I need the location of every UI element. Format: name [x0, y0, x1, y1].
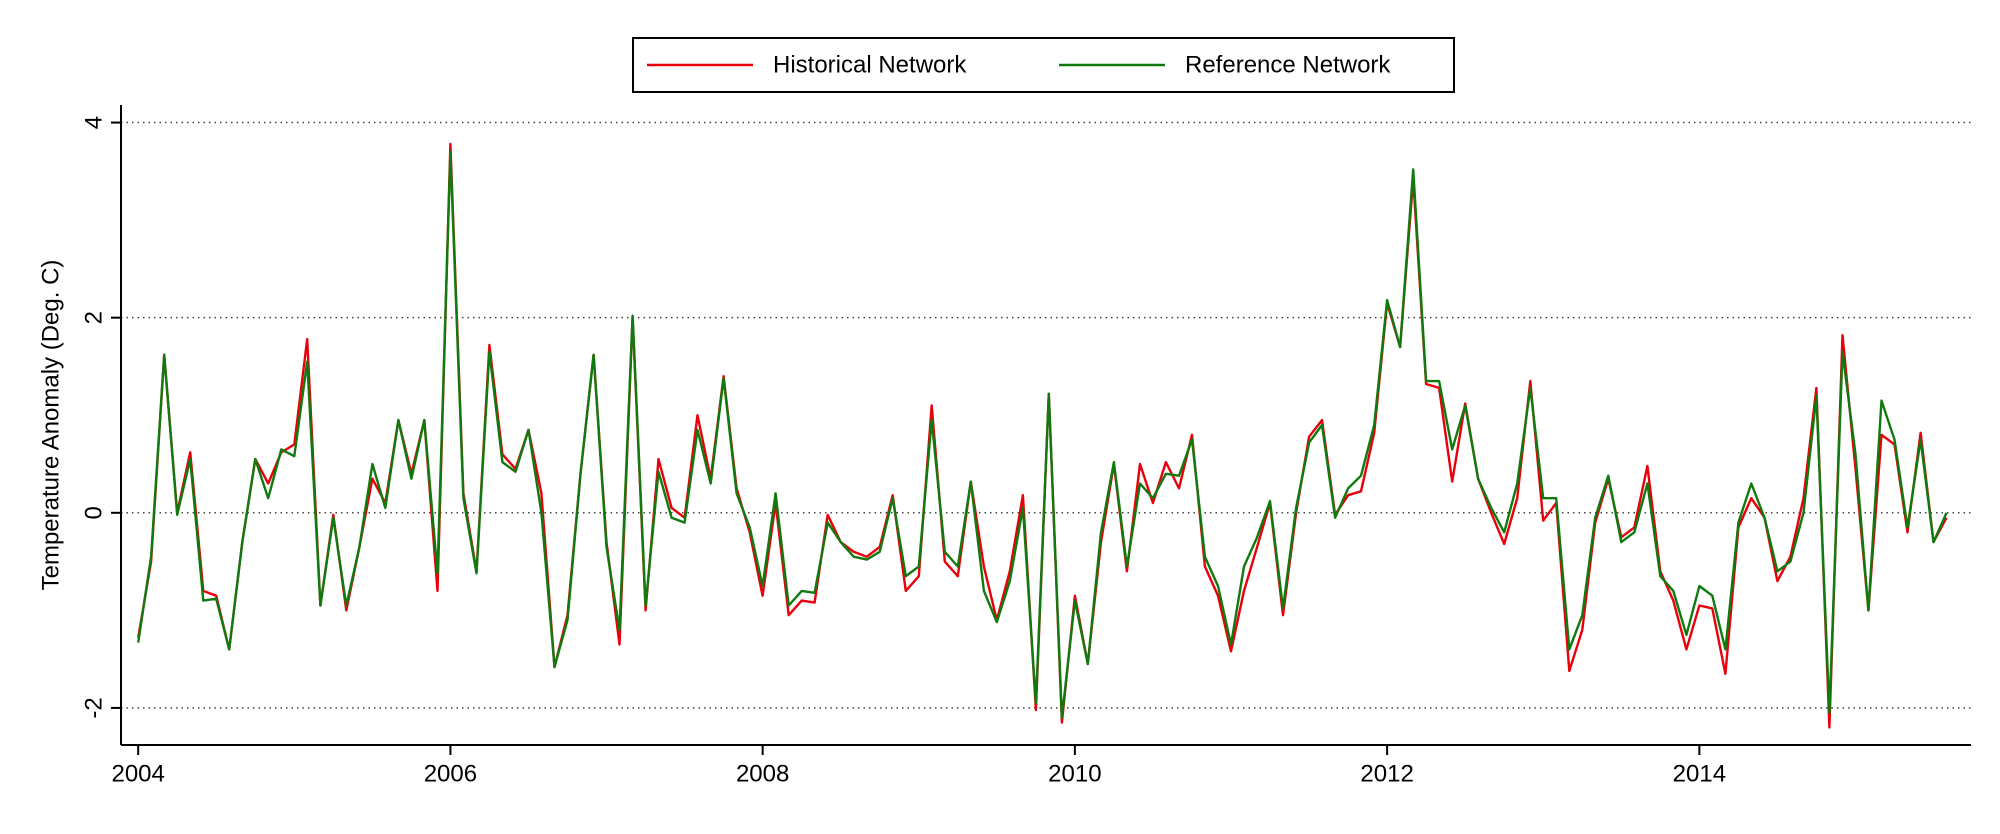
- y-axis-label: Temperature Anomaly (Deg. C): [37, 260, 64, 591]
- x-tick-label: 2012: [1360, 760, 1413, 787]
- x-tick-label: 2008: [736, 760, 789, 787]
- legend-box: [632, 37, 1455, 93]
- legend-label: Historical Network: [773, 51, 967, 78]
- line-series: [137, 142, 1948, 729]
- y-tick-label: 2: [80, 311, 107, 324]
- y-tick-label: -2: [80, 697, 107, 718]
- y-tick-label: 4: [80, 116, 107, 129]
- y-tick-label: 0: [80, 506, 107, 519]
- x-tick-label: 2006: [424, 760, 477, 787]
- x-tick-label: 2004: [111, 760, 164, 787]
- line-series: [137, 150, 1948, 719]
- x-tick-label: 2010: [1048, 760, 1101, 787]
- legend-label: Reference Network: [1185, 51, 1391, 78]
- x-tick-label: 2014: [1673, 760, 1726, 787]
